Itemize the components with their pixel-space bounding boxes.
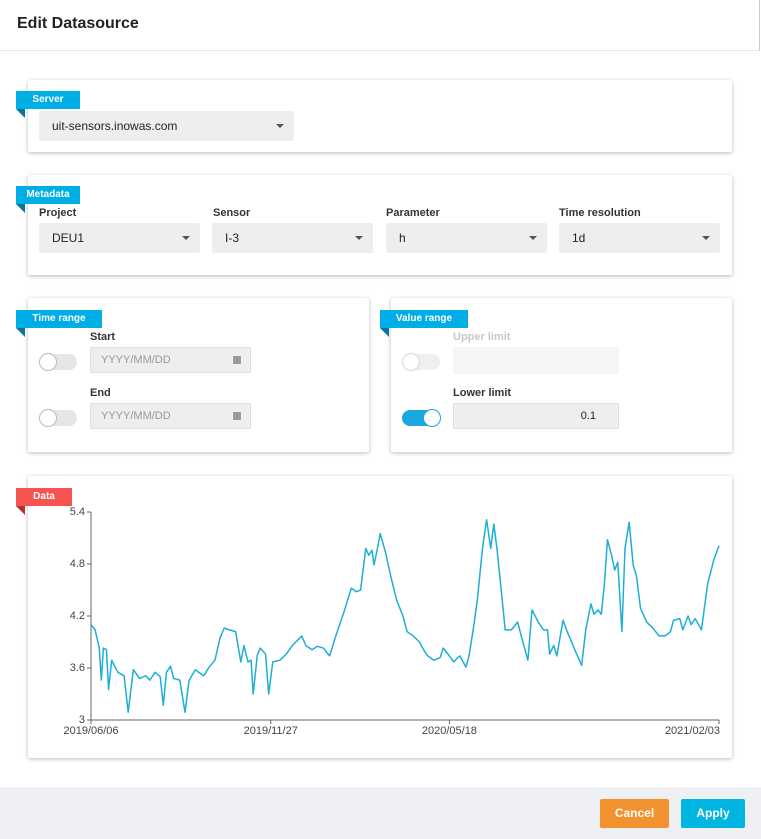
end-label: End [90, 387, 111, 399]
field-label: Sensor [213, 207, 251, 219]
y-tick-label: 4.2 [70, 610, 85, 622]
upper-input[interactable] [453, 347, 619, 374]
y-tick-label: 4.8 [70, 558, 85, 570]
placeholder: YYYY/MM/DD [101, 354, 171, 366]
sensor-select[interactable]: I-3 [212, 223, 373, 253]
placeholder: YYYY/MM/DD [101, 410, 171, 422]
y-tick-label: 5.4 [70, 506, 85, 518]
data-ribbon: Data [16, 488, 72, 515]
select-value: I-3 [225, 231, 240, 245]
server-ribbon: Server [16, 91, 80, 118]
metadata-ribbon: Metadata [16, 186, 80, 213]
lower-label: Lower limit [453, 387, 512, 399]
field-label: Time resolution [559, 207, 641, 219]
start-toggle[interactable] [39, 353, 77, 371]
header: Edit Datasource [0, 0, 760, 51]
time-range-ribbon: Time range [16, 310, 102, 337]
field-label: Parameter [386, 207, 440, 219]
parameter-select[interactable]: h [386, 223, 547, 253]
data-card: 3 3.6 4.2 4.8 5.4 2019/06/06 2019/11/27 2020/05… [28, 476, 732, 758]
y-tick-label: 3 [79, 714, 85, 726]
start-label: Start [90, 331, 116, 343]
select-value: h [399, 231, 406, 245]
apply-button[interactable]: Apply [681, 799, 745, 828]
server-select[interactable]: uit-sensors.inowas.com [39, 111, 294, 141]
data-line [90, 519, 720, 713]
field-label: Project [39, 207, 77, 219]
chart: 3 3.6 4.2 4.8 5.4 2019/06/06 2019/11/27 2020/05… [63, 506, 720, 737]
input-value: 0.1 [580, 410, 596, 422]
start-input[interactable]: YYYY/MM/DD [90, 347, 251, 373]
resolution-select[interactable]: 1d [559, 223, 720, 253]
lower-input[interactable]: 0.1 [453, 403, 619, 429]
x-tick-label: 2021/02/03 [665, 725, 720, 737]
select-value: uit-sensors.inowas.com [52, 119, 178, 133]
dialog-title: Edit Datasource [17, 15, 139, 32]
y-tick-label: 3.6 [70, 662, 85, 674]
end-toggle[interactable] [39, 409, 77, 427]
lower-toggle[interactable] [402, 409, 441, 427]
upper-toggle[interactable] [402, 353, 440, 371]
value-range-ribbon: Value range [380, 310, 468, 337]
x-tick-label: 2020/05/18 [422, 725, 477, 737]
cancel-button[interactable]: Cancel [600, 799, 669, 828]
project-select[interactable]: DEU1 [39, 223, 200, 253]
select-value: 1d [572, 231, 586, 245]
upper-label: Upper limit [453, 331, 511, 343]
end-input[interactable]: YYYY/MM/DD [90, 403, 251, 429]
x-tick-label: 2019/11/27 [244, 725, 298, 737]
x-tick-label: 2019/06/06 [63, 725, 118, 737]
select-value: DEU1 [52, 231, 85, 245]
